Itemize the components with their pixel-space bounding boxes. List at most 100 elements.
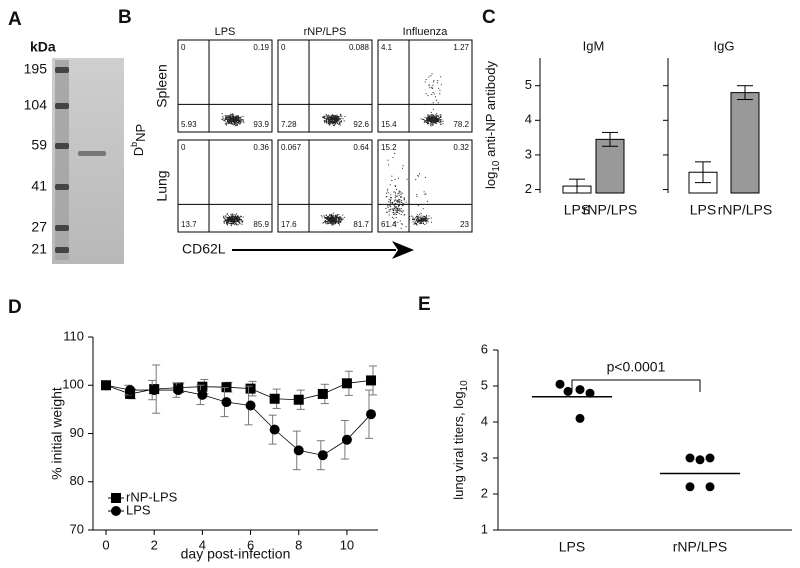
- event-dot: [330, 217, 332, 219]
- event-dot: [225, 216, 227, 218]
- event-dot: [392, 201, 394, 203]
- event-dot: [224, 115, 226, 117]
- event-dot: [439, 89, 441, 91]
- x-tick-label: rNP/LPS: [583, 202, 637, 218]
- event-dot: [338, 124, 340, 126]
- event-dot: [438, 120, 440, 122]
- event-dot: [440, 115, 442, 117]
- event-dot: [230, 220, 232, 222]
- event-dot: [431, 122, 433, 124]
- event-dot: [230, 119, 232, 121]
- marker: [366, 409, 377, 420]
- event-dot: [332, 125, 334, 127]
- event-dot: [327, 215, 329, 217]
- event-dot: [337, 115, 339, 117]
- event-dot: [429, 87, 431, 89]
- marker: [245, 400, 256, 411]
- y-tick-label: 110: [63, 328, 84, 343]
- event-dot: [232, 215, 234, 217]
- event-dot: [332, 122, 334, 124]
- event-dot: [412, 221, 414, 223]
- event-dot: [425, 79, 427, 81]
- event-dot: [334, 123, 336, 125]
- legend-label: rNP-LPS: [126, 489, 178, 504]
- y-tick-label: 80: [70, 473, 84, 488]
- event-dot: [236, 220, 238, 222]
- event-dot: [339, 120, 341, 122]
- event-dot: [235, 120, 237, 122]
- event-dot: [411, 215, 413, 217]
- event-dot: [330, 215, 332, 217]
- event-dot: [398, 210, 400, 212]
- event-dot: [340, 121, 342, 123]
- event-dot: [338, 224, 340, 226]
- event-dot: [397, 208, 399, 210]
- x-tick-label: LPS: [559, 539, 585, 555]
- event-dot: [415, 222, 417, 224]
- quadrant-value: 23: [460, 220, 469, 229]
- event-dot: [241, 223, 243, 225]
- event-dot: [397, 209, 399, 211]
- event-dot: [227, 123, 229, 125]
- event-dot: [334, 217, 336, 219]
- event-dot: [329, 217, 331, 219]
- event-dot: [335, 118, 337, 120]
- event-dot: [232, 221, 234, 223]
- event-dot: [392, 210, 394, 212]
- event-dot: [228, 218, 230, 220]
- event-dot: [435, 119, 437, 121]
- event-dot: [236, 216, 238, 218]
- event-dot: [409, 216, 411, 218]
- event-dot: [396, 200, 398, 202]
- event-dot: [399, 199, 401, 201]
- event-dot: [239, 217, 241, 219]
- event-dot: [433, 80, 435, 82]
- event-dot: [341, 219, 343, 221]
- event-dot: [332, 217, 334, 219]
- event-dot: [224, 120, 226, 122]
- event-dot: [401, 223, 403, 225]
- event-dot: [226, 223, 228, 225]
- event-dot: [242, 216, 244, 218]
- series-line: [105, 384, 372, 456]
- event-dot: [229, 223, 231, 225]
- y-label-part: D: [131, 147, 146, 156]
- column-title: Influenza: [403, 26, 449, 38]
- marker: [111, 506, 121, 516]
- event-dot: [403, 214, 405, 216]
- event-dot: [439, 122, 441, 124]
- event-dot: [425, 219, 427, 221]
- event-dot: [394, 205, 396, 207]
- marker-label: 59: [31, 137, 47, 153]
- event-dot: [342, 214, 344, 216]
- event-dot: [327, 218, 329, 220]
- annotation: p<0.0001: [607, 359, 666, 375]
- event-dot: [241, 119, 243, 121]
- event-dot: [420, 219, 422, 221]
- event-dot: [425, 216, 427, 218]
- event-dot: [322, 117, 324, 119]
- event-dot: [331, 119, 333, 121]
- event-dot: [334, 122, 336, 124]
- event-dot: [431, 73, 433, 75]
- event-dot: [412, 219, 414, 221]
- event-dot: [422, 118, 424, 120]
- event-dot: [433, 116, 435, 118]
- event-dot: [401, 196, 403, 198]
- event-dot: [328, 118, 330, 120]
- event-dot: [334, 114, 336, 116]
- event-dot: [323, 216, 325, 218]
- event-dot: [437, 102, 439, 104]
- event-dot: [231, 120, 233, 122]
- event-dot: [427, 121, 429, 123]
- event-dot: [232, 120, 234, 122]
- event-dot: [414, 222, 416, 224]
- event-dot: [337, 117, 339, 119]
- event-dot: [224, 218, 226, 220]
- event-dot: [425, 215, 427, 217]
- event-dot: [326, 218, 328, 220]
- row-label: Spleen: [154, 64, 170, 108]
- event-dot: [228, 222, 230, 224]
- event-dot: [440, 121, 442, 123]
- event-dot: [422, 217, 424, 219]
